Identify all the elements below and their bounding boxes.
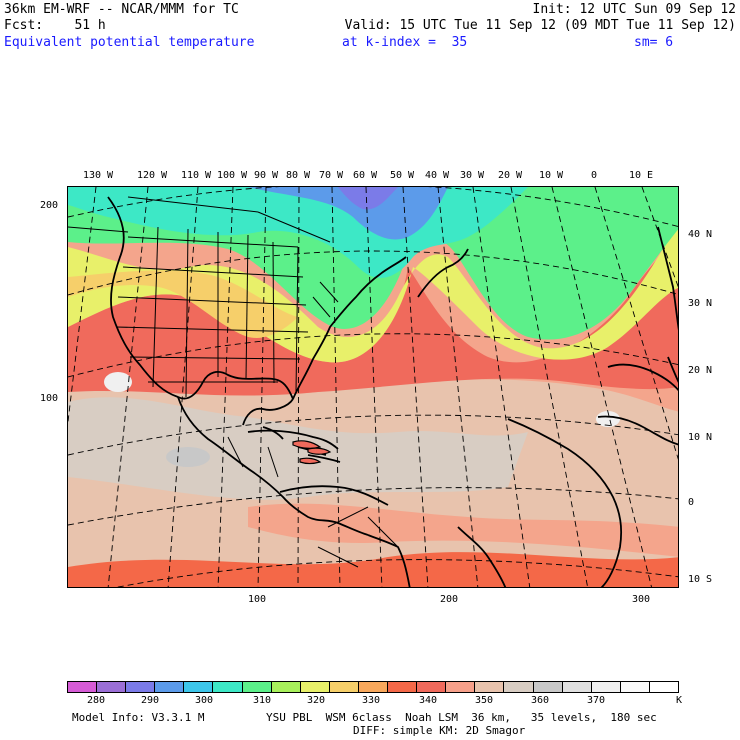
colorbar-label: 320 bbox=[306, 695, 326, 706]
coastlines bbox=[107, 196, 678, 587]
colorbar-label: 360 bbox=[530, 695, 550, 706]
lon-label: 60 W bbox=[352, 170, 378, 181]
colorbar-swatch bbox=[155, 682, 185, 692]
grid-y-label: 100 bbox=[40, 393, 59, 404]
smoothing-text: sm= 6 bbox=[634, 35, 674, 50]
lon-label: 50 W bbox=[389, 170, 415, 181]
lon-label: 10 W bbox=[538, 170, 564, 181]
colorbar-label: 290 bbox=[140, 695, 160, 706]
colorbar-swatch bbox=[68, 682, 98, 692]
field-name: Equivalent potential temperature bbox=[4, 35, 255, 50]
grid-x-label: 200 bbox=[439, 594, 459, 605]
state-borders bbox=[68, 196, 399, 568]
model-info: Model Info: V3.3.1 M bbox=[72, 711, 205, 724]
colorbar-swatch bbox=[97, 682, 127, 692]
colorbar-swatch bbox=[562, 682, 592, 692]
colorbar-label: 300 bbox=[194, 695, 214, 706]
field-pink-south bbox=[248, 503, 678, 557]
lon-label: 110 W bbox=[180, 170, 212, 181]
field-blue bbox=[248, 187, 448, 240]
init-time: Init: 12 UTC Sun 09 Sep 12 bbox=[532, 2, 737, 17]
lat-label: 10 N bbox=[688, 432, 713, 443]
colorbar-swatch bbox=[533, 682, 563, 692]
lat-label: 30 N bbox=[688, 298, 713, 309]
colorbar-label: 280 bbox=[86, 695, 106, 706]
colorbar-label: 350 bbox=[474, 695, 494, 706]
field-grey-pocket bbox=[166, 447, 210, 467]
forecast-hour: Fcst: 51 h bbox=[4, 18, 106, 33]
lon-label: 40 W bbox=[424, 170, 450, 181]
caribbean-islands bbox=[292, 440, 332, 465]
field-red-band bbox=[68, 238, 678, 396]
diffusion-info: DIFF: simple KM: 2D Smagor bbox=[353, 724, 526, 737]
valid-time: Valid: 15 UTC Tue 11 Sep 12 (09 MDT Tue … bbox=[344, 18, 736, 33]
lon-label: 10 E bbox=[628, 170, 654, 181]
lat-label: 0 bbox=[688, 497, 695, 508]
colorbar-swatch bbox=[620, 682, 650, 692]
lon-label: 100 W bbox=[216, 170, 248, 181]
lon-label: 0 bbox=[590, 170, 598, 181]
lat-label: 10 S bbox=[688, 574, 713, 585]
lon-label: 130 W bbox=[82, 170, 114, 181]
colorbar-swatch bbox=[388, 682, 418, 692]
lon-label: 80 W bbox=[285, 170, 311, 181]
colorbar-swatch bbox=[300, 682, 330, 692]
field-white-pocket bbox=[104, 372, 132, 392]
level-text: at k-index = 35 bbox=[342, 35, 468, 50]
colorbar-swatch bbox=[649, 682, 678, 692]
colorbar-label: 340 bbox=[418, 695, 438, 706]
map-canvas bbox=[68, 187, 678, 587]
grid-x-label: 300 bbox=[631, 594, 651, 605]
lon-label: 30 W bbox=[459, 170, 485, 181]
colorbar-swatch bbox=[475, 682, 505, 692]
physics-info: YSU PBL WSM 6class Noah LSM 36 km, 35 le… bbox=[266, 711, 657, 724]
colorbar-swatch bbox=[271, 682, 301, 692]
colorbar-label: 370 bbox=[586, 695, 606, 706]
lon-label: 70 W bbox=[318, 170, 344, 181]
colorbar-swatch bbox=[417, 682, 447, 692]
grid-x-label: 100 bbox=[247, 594, 267, 605]
lon-label: 120 W bbox=[136, 170, 168, 181]
lat-label: 20 N bbox=[688, 365, 713, 376]
colorbar-swatch bbox=[184, 682, 214, 692]
field-purple bbox=[338, 187, 398, 210]
lon-label: 90 W bbox=[253, 170, 279, 181]
colorbar-units: K bbox=[675, 695, 683, 706]
colorbar-label: 310 bbox=[252, 695, 272, 706]
colorbar bbox=[67, 681, 679, 693]
field-red-south bbox=[68, 552, 678, 587]
colorbar-swatch bbox=[126, 682, 156, 692]
grid-y-label: 200 bbox=[40, 200, 59, 211]
colorbar-swatch bbox=[329, 682, 359, 692]
theta-e-map bbox=[67, 186, 679, 588]
colorbar-swatch bbox=[504, 682, 534, 692]
lat-label: 40 N bbox=[688, 229, 713, 240]
lon-label: 20 W bbox=[497, 170, 523, 181]
colorbar-swatch bbox=[591, 682, 621, 692]
colorbar-swatch bbox=[213, 682, 243, 692]
model-title: 36km EM-WRF -- NCAR/MMM for TC bbox=[4, 2, 239, 17]
field-white-pocket bbox=[596, 411, 620, 427]
colorbar-swatch bbox=[358, 682, 389, 692]
colorbar-swatch bbox=[242, 682, 272, 692]
colorbar-label: 330 bbox=[361, 695, 381, 706]
colorbar-swatch bbox=[446, 682, 476, 692]
field-orange-band bbox=[68, 270, 298, 338]
